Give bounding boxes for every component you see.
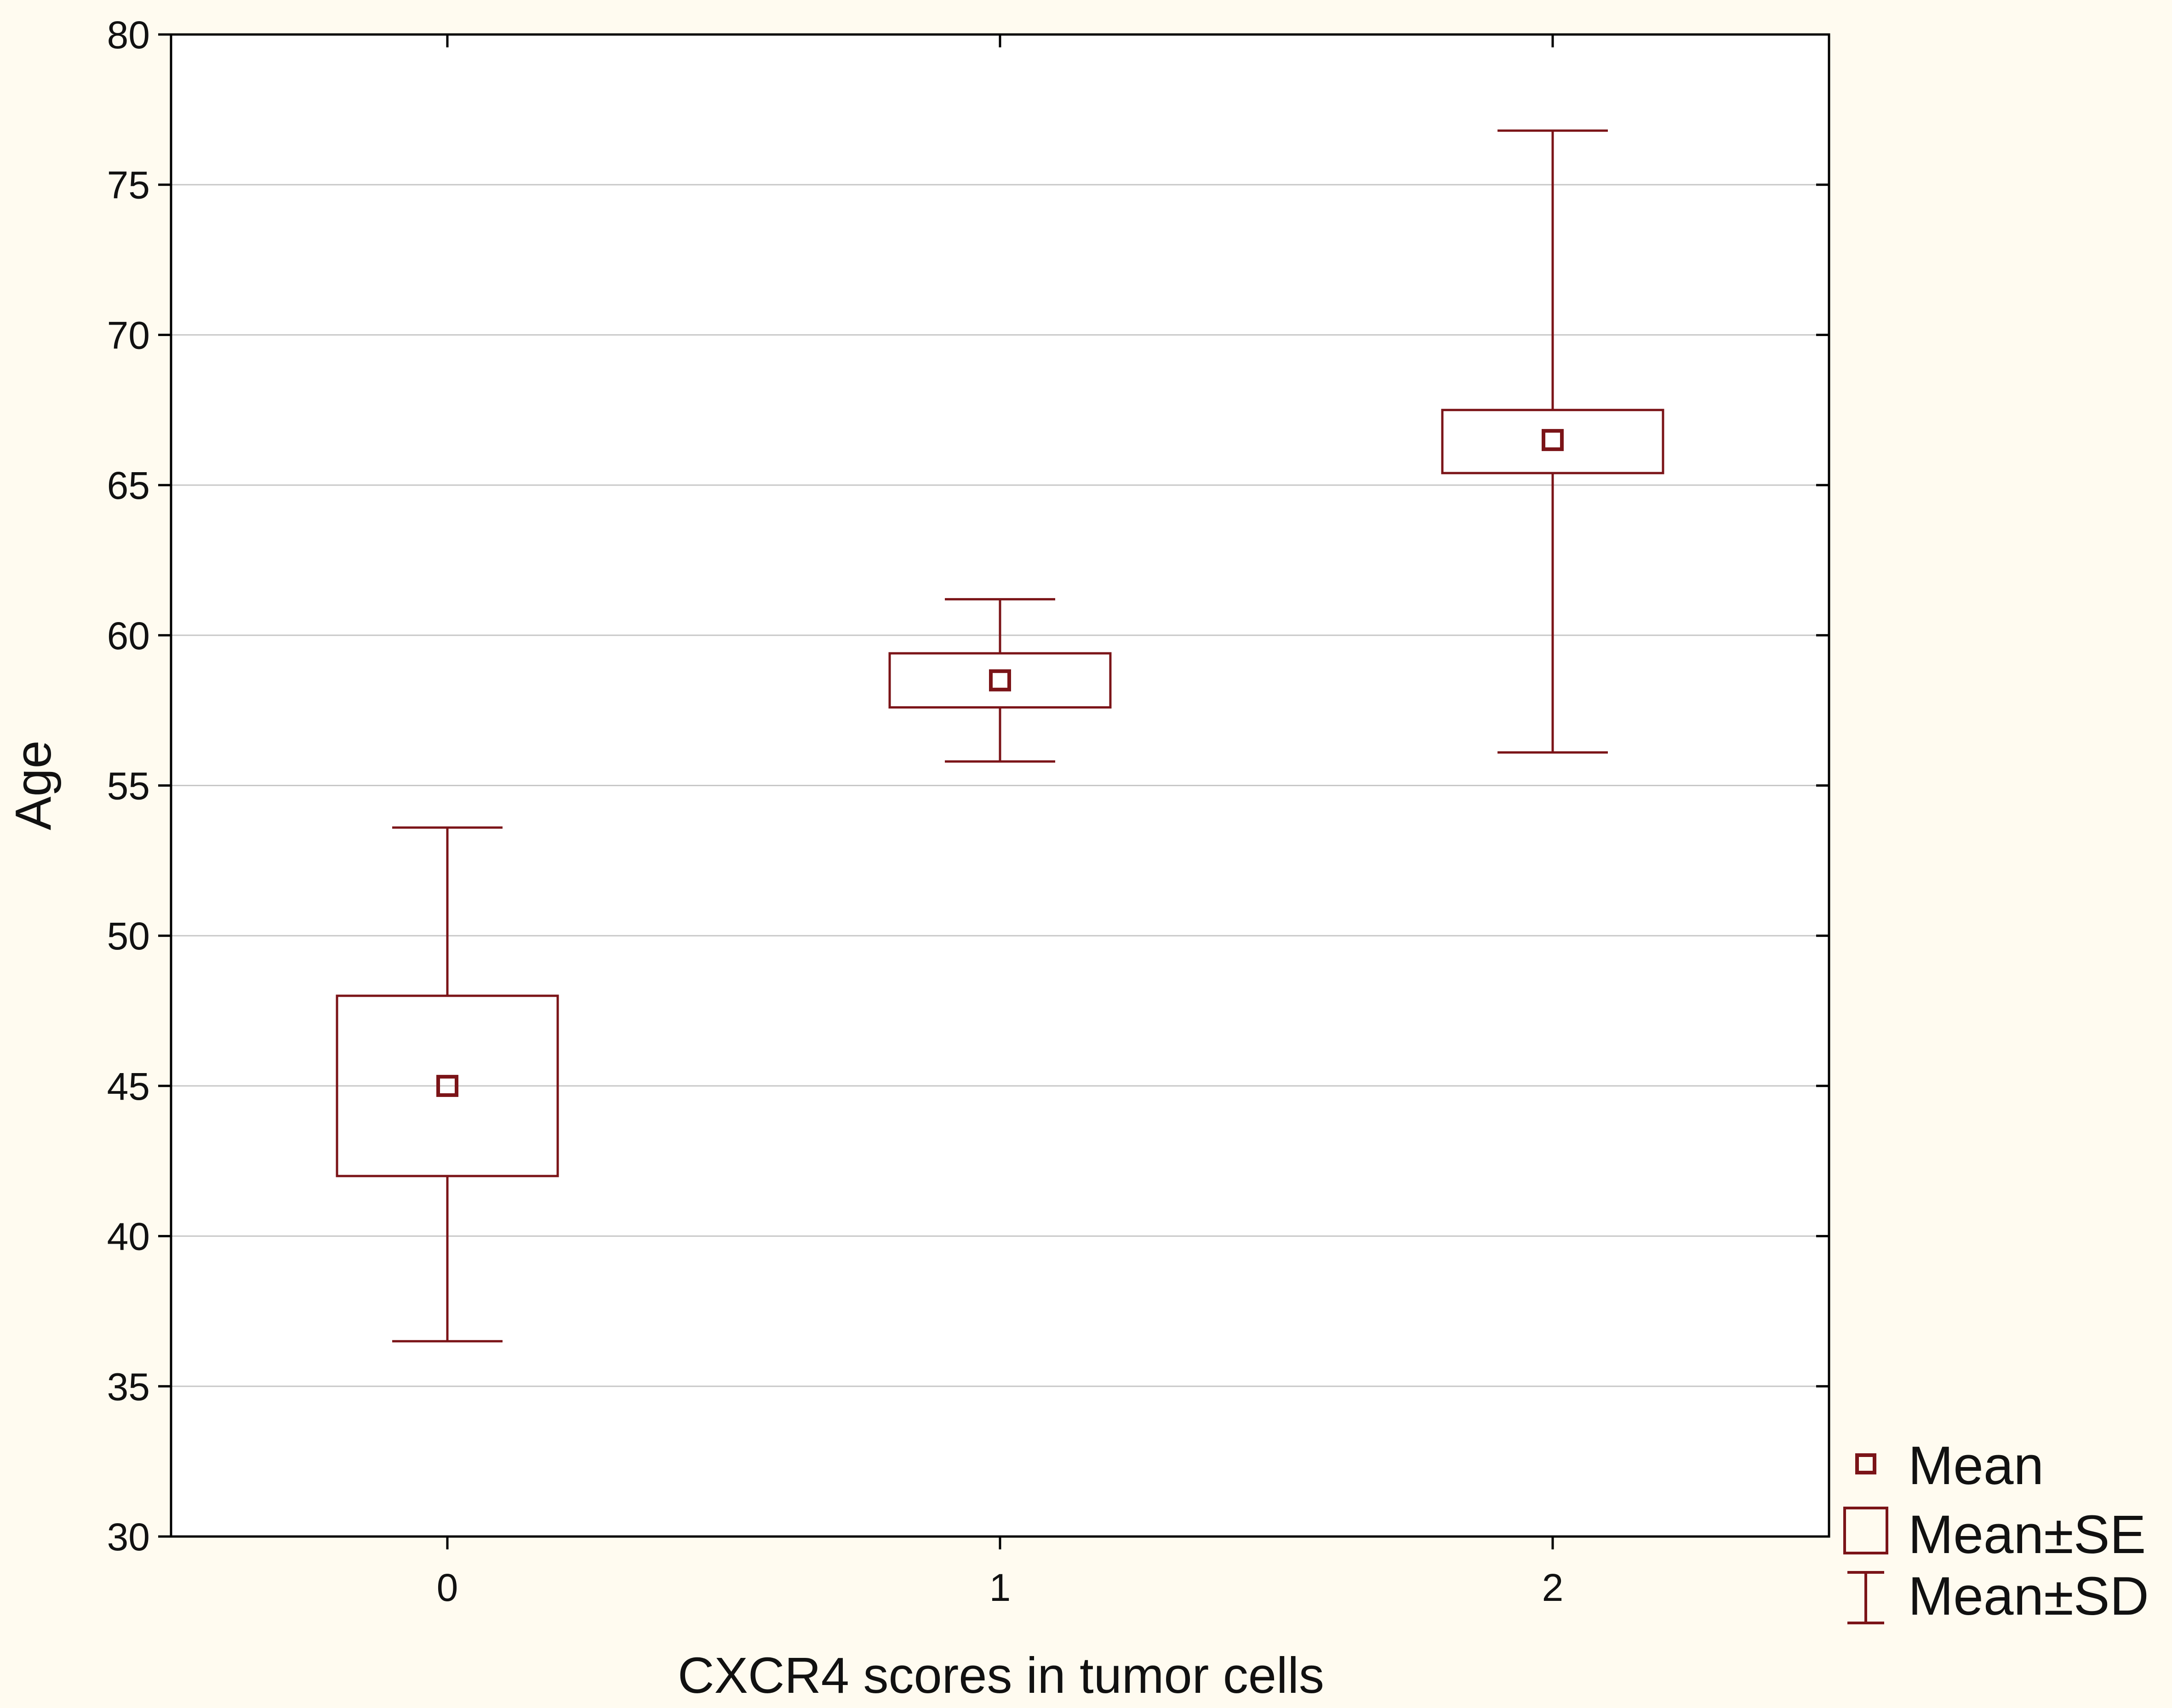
y-tick-label: 60 [107, 614, 150, 657]
y-tick-label: 30 [107, 1515, 150, 1559]
legend-sd-whisker [1847, 1571, 1884, 1624]
mean-marker [989, 669, 1011, 691]
y-tick-label: 65 [107, 464, 150, 507]
x-axis-ticks: 0 1 2 [437, 34, 1564, 1609]
legend-label-sd: Mean±SD [1908, 1566, 2149, 1627]
mean-marker [1542, 429, 1564, 451]
legend-mean-marker [1855, 1453, 1876, 1474]
se-box [1441, 409, 1664, 474]
y-tick-label: 75 [107, 164, 150, 207]
legend-label-mean: Mean [1908, 1435, 2044, 1496]
legend: Mean Mean±SE Mean±SD [1843, 1435, 2149, 1627]
se-box [888, 652, 1112, 709]
x-tick-label: 2 [1542, 1566, 1564, 1609]
y-tick-label: 35 [107, 1365, 150, 1408]
y-tick-label: 80 [107, 13, 150, 57]
mean-marker [436, 1074, 458, 1097]
legend-label-se: Mean±SE [1908, 1504, 2146, 1565]
se-box [336, 994, 559, 1177]
box-groups [336, 129, 1664, 1342]
x-tick-label: 0 [437, 1566, 458, 1609]
y-tick-label: 50 [107, 914, 150, 958]
y-tick-label: 40 [107, 1215, 150, 1258]
y-axis-ticks: 30 35 40 45 50 55 60 65 70 75 80 [107, 13, 1829, 1559]
y-tick-label: 45 [107, 1065, 150, 1108]
box-group-2 [1441, 129, 1664, 754]
box-group-0 [336, 826, 559, 1342]
y-axis-title: Age [5, 740, 62, 830]
legend-se-box [1843, 1507, 1888, 1554]
y-tick-label: 55 [107, 765, 150, 808]
x-axis-title: CXCR4 scores in tumor cells [678, 1647, 1324, 1704]
box-group-1 [888, 598, 1112, 763]
x-tick-label: 1 [989, 1566, 1011, 1609]
y-tick-label: 70 [107, 314, 150, 357]
